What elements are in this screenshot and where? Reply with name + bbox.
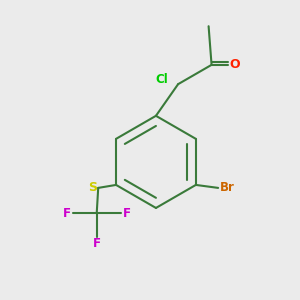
Text: S: S — [88, 182, 97, 194]
Text: O: O — [229, 58, 240, 71]
Text: F: F — [62, 207, 70, 220]
Text: Cl: Cl — [155, 73, 168, 86]
Text: F: F — [93, 237, 101, 250]
Text: F: F — [123, 207, 131, 220]
Text: Br: Br — [220, 182, 235, 194]
